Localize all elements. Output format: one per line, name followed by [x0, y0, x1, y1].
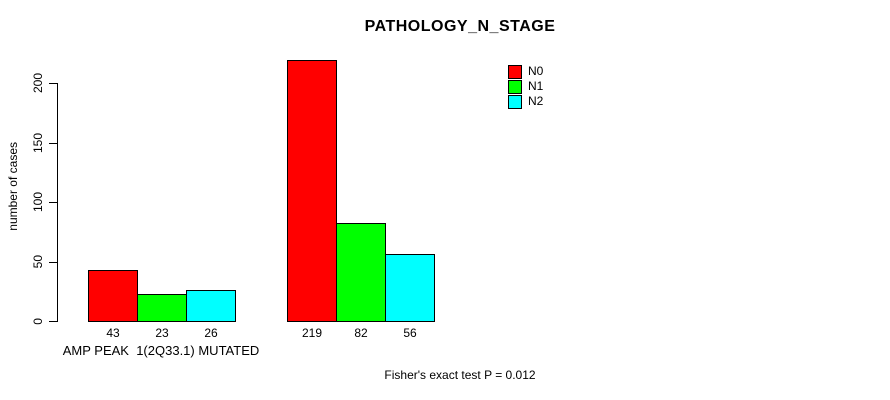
y-axis-tick-label-text: 100 — [31, 191, 45, 213]
y-axis-tick-label-text: 200 — [31, 72, 45, 94]
bar-value-label: 82 — [354, 326, 368, 340]
y-axis-tick-label: 200 — [30, 43, 46, 123]
y-axis-tick-label-text: 150 — [31, 132, 45, 154]
y-axis-line — [57, 83, 58, 322]
legend-label: N2 — [528, 94, 544, 108]
legend-swatch — [508, 79, 522, 94]
y-axis-tick — [49, 262, 57, 263]
bar-value-label: 56 — [403, 326, 417, 340]
bar-n0-group1 — [88, 270, 138, 322]
y-axis-tick-label-text: 0 — [31, 317, 45, 325]
x-group-label: AMP PEAK 1(2Q33.1) MUTATED — [62, 343, 260, 358]
bar-n0-group2 — [287, 60, 337, 322]
legend-label: N1 — [528, 79, 544, 93]
chart-title: PATHOLOGY_N_STAGE — [364, 18, 556, 35]
legend-label: N0 — [528, 64, 544, 78]
y-axis-tick — [49, 202, 57, 203]
footnote-pvalue: Fisher's exact test P = 0.012 — [384, 368, 536, 382]
legend-item-n0: N0 — [508, 64, 544, 79]
bar-value-label: 23 — [155, 326, 169, 340]
y-axis-tick — [49, 83, 57, 84]
legend-swatch — [508, 94, 522, 109]
y-axis-tick — [49, 321, 57, 322]
legend: N0 N1 N2 — [508, 64, 544, 110]
bar-n1-group2 — [336, 223, 386, 322]
bar-value-label: 43 — [106, 326, 120, 340]
bar-value-label: 219 — [301, 326, 323, 340]
legend-item-n2: N2 — [508, 94, 544, 109]
bar-n1-group1 — [137, 294, 187, 322]
bar-value-label: 26 — [204, 326, 218, 340]
bar-n2-group2 — [385, 254, 435, 322]
legend-item-n1: N1 — [508, 79, 544, 94]
y-axis-tick-label-text: 50 — [31, 255, 45, 269]
bar-n2-group1 — [186, 290, 236, 322]
legend-swatch — [508, 64, 522, 79]
y-axis-tick — [49, 143, 57, 144]
